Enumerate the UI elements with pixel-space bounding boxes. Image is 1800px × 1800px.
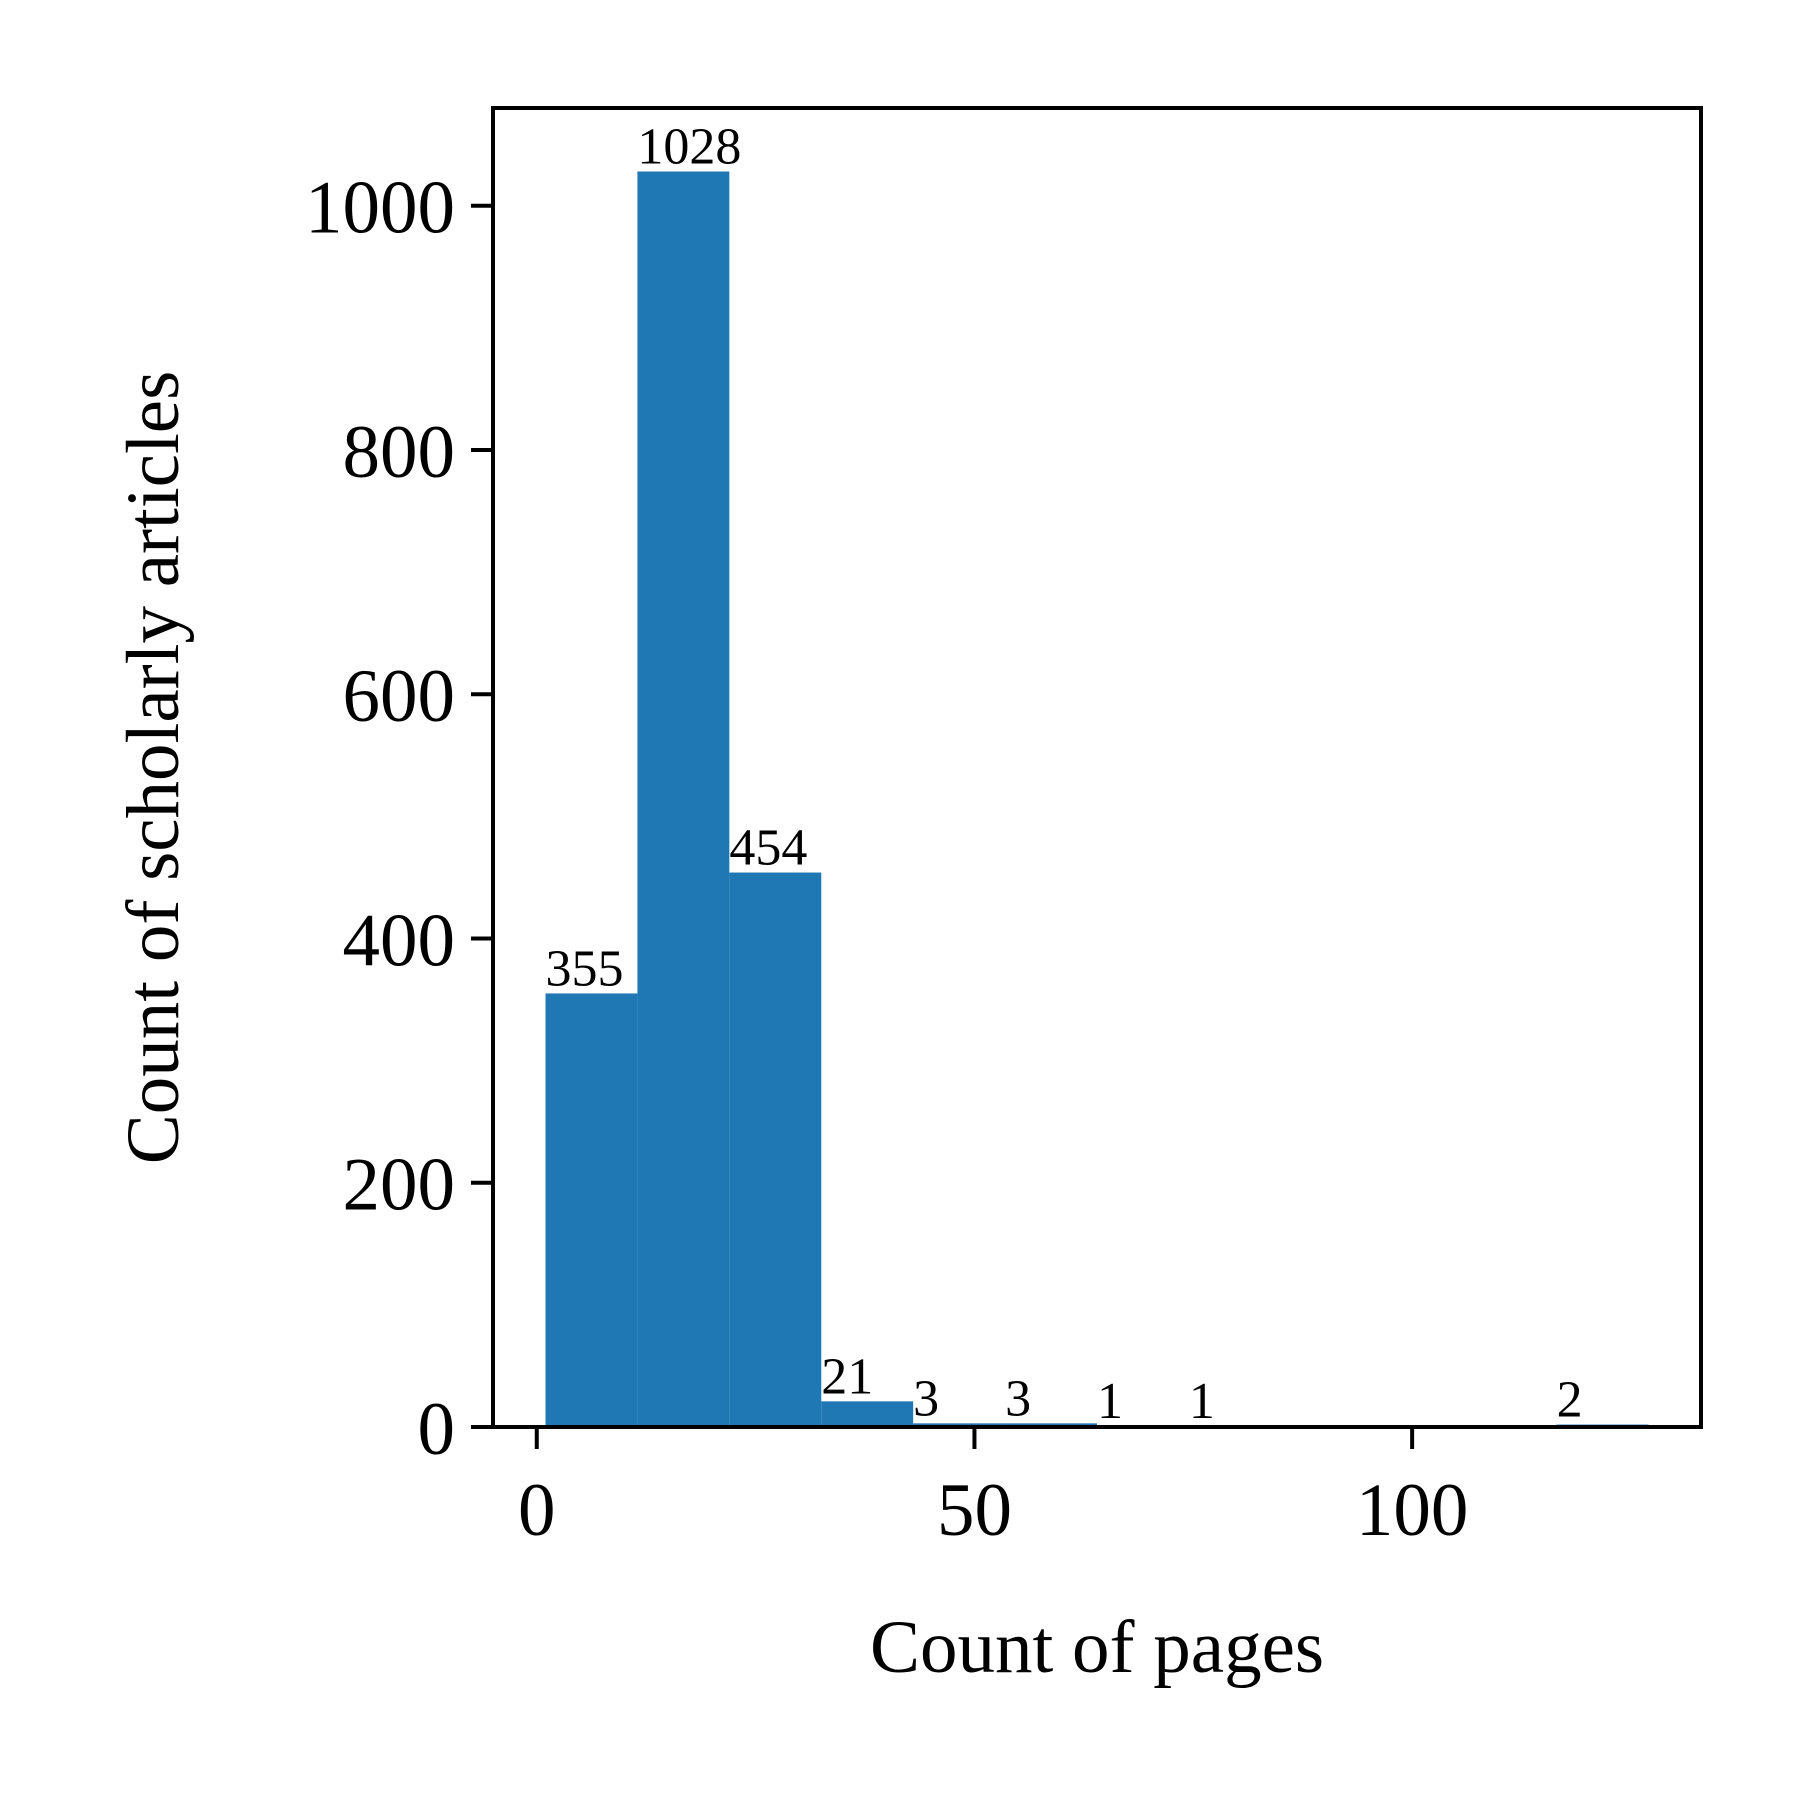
bar-value-labels: 355 1028 454 21 3 3 1 1 2 [546,119,1583,1430]
histogram-bars [545,171,1649,1427]
bar-value-label: 3 [1005,1370,1031,1427]
plot-frame [491,106,1703,1429]
y-axis-title: Count of scholarly articles [112,371,195,1165]
y-axis-ticks: 0 200 400 600 800 1000 [305,167,493,1471]
bar-value-label: 1 [1097,1373,1123,1430]
histogram-bar [821,1401,914,1427]
x-axis-ticks: 0 50 100 [518,1427,1468,1552]
y-tick-label: 600 [343,655,456,738]
bar-value-label: 1028 [637,119,741,176]
bar-value-label: 3 [913,1370,939,1427]
y-tick-label: 800 [343,411,456,494]
x-tick-label: 100 [1356,1469,1469,1552]
histogram-bar [637,171,730,1427]
bar-value-label: 355 [546,940,624,997]
y-tick-label: 400 [343,899,456,982]
y-tick-label: 200 [343,1144,456,1227]
histogram-bar [545,993,638,1427]
bar-value-label: 2 [1557,1372,1583,1429]
x-tick-label: 0 [518,1469,556,1552]
y-tick-label: 0 [418,1388,456,1471]
histogram-bar [729,872,822,1427]
bar-value-label: 21 [821,1348,873,1405]
x-axis-title: Count of pages [870,1606,1324,1689]
y-tick-label: 1000 [305,167,455,250]
bar-value-label: 454 [729,820,807,877]
bar-value-label: 1 [1189,1373,1215,1430]
x-tick-label: 50 [937,1469,1012,1552]
